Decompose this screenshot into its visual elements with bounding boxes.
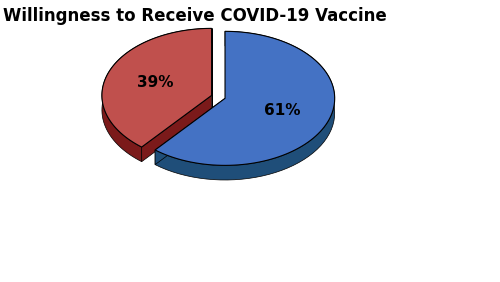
Polygon shape (142, 95, 212, 162)
Text: 39%: 39% (136, 75, 173, 91)
Polygon shape (155, 98, 225, 165)
Polygon shape (155, 31, 334, 180)
Polygon shape (155, 31, 334, 165)
Text: Willingness to Receive COVID-19 Vaccine: Willingness to Receive COVID-19 Vaccine (2, 7, 386, 25)
Polygon shape (102, 28, 212, 162)
Polygon shape (102, 28, 212, 147)
Text: 61%: 61% (264, 103, 300, 118)
